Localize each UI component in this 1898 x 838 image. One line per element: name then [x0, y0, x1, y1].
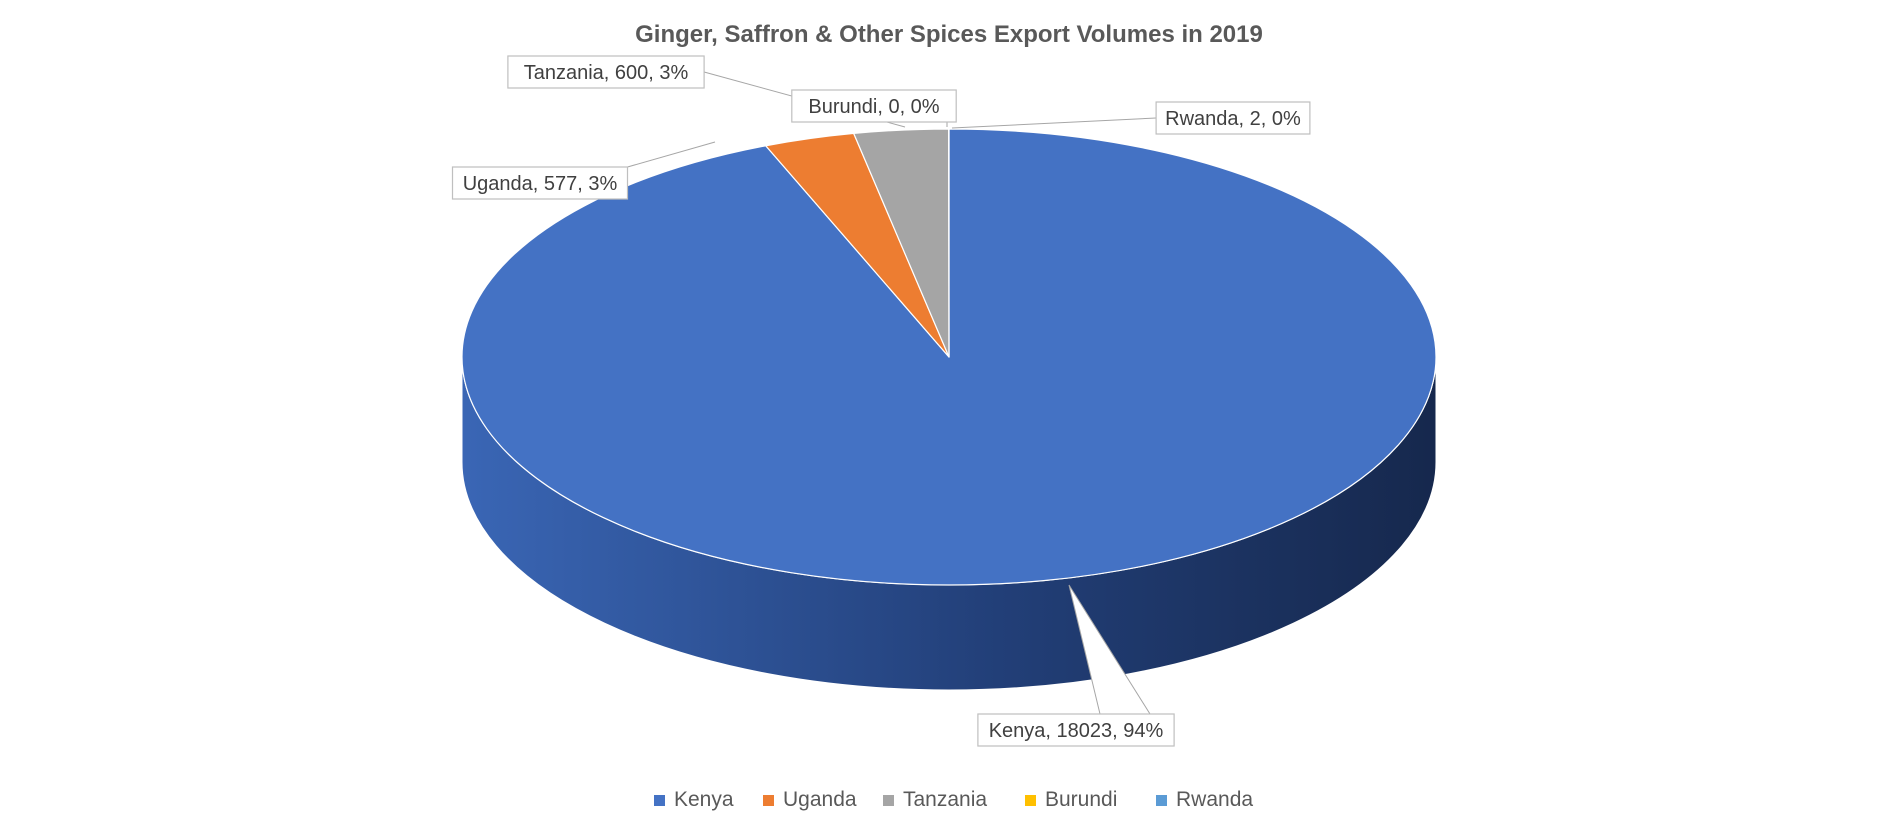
legend: Kenya Uganda Tanzania Burundi Rwanda — [654, 788, 1253, 811]
legend-item-kenya: Kenya — [654, 788, 734, 811]
legend-item-burundi: Burundi — [1025, 788, 1117, 811]
data-label-rwanda: Rwanda, 2, 0% — [1165, 108, 1301, 130]
legend-swatch-burundi — [1025, 795, 1036, 806]
legend-swatch-rwanda — [1156, 795, 1167, 806]
legend-swatch-uganda — [763, 795, 774, 806]
data-label-uganda: Uganda, 577, 3% — [463, 173, 618, 195]
legend-item-tanzania: Tanzania — [883, 788, 987, 811]
legend-item-uganda: Uganda — [763, 788, 857, 811]
data-label-tanzania: Tanzania, 600, 3% — [524, 62, 689, 84]
legend-swatch-kenya — [654, 795, 665, 806]
legend-label-rwanda: Rwanda — [1176, 788, 1253, 811]
chart-title: Ginger, Saffron & Other Spices Export Vo… — [635, 21, 1263, 48]
legend-swatch-tanzania — [883, 795, 894, 806]
data-label-burundi: Burundi, 0, 0% — [808, 96, 939, 118]
legend-item-rwanda: Rwanda — [1156, 788, 1253, 811]
legend-label-tanzania: Tanzania — [903, 788, 987, 811]
legend-label-kenya: Kenya — [674, 788, 734, 811]
legend-label-burundi: Burundi — [1045, 788, 1117, 811]
leader-line-rwanda — [952, 118, 1156, 128]
data-label-kenya: Kenya, 18023, 94% — [989, 720, 1164, 742]
legend-label-uganda: Uganda — [783, 788, 857, 811]
